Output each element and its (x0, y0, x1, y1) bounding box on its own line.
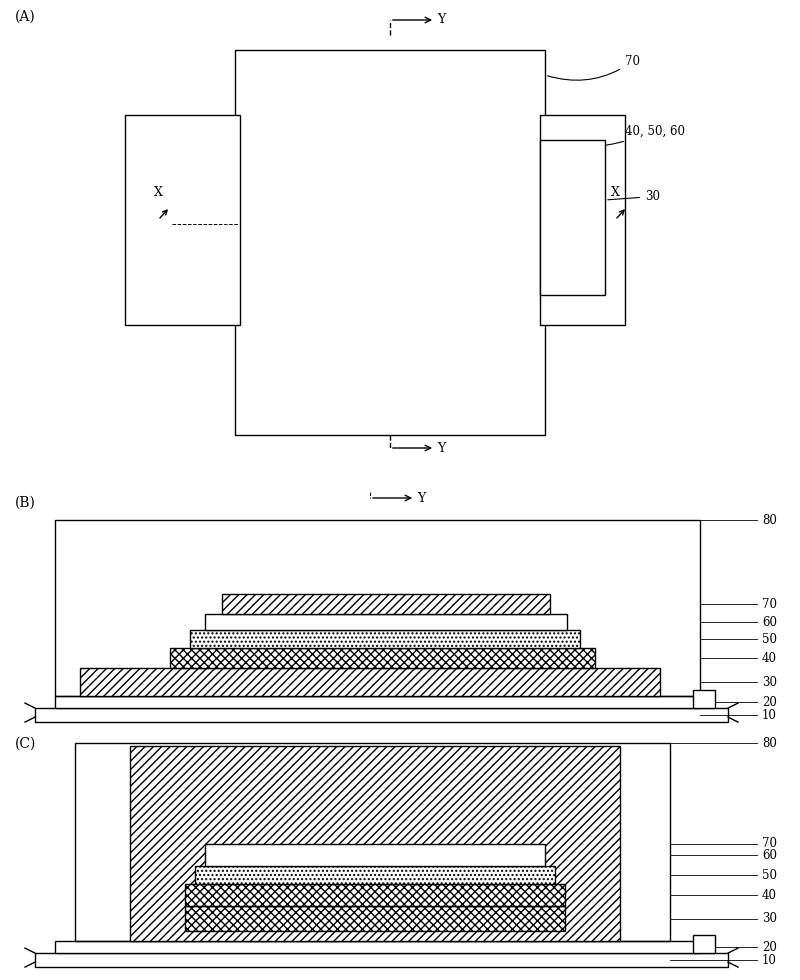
Text: 70: 70 (762, 598, 777, 611)
Text: Y: Y (437, 442, 446, 455)
Text: 80: 80 (762, 737, 777, 750)
Text: 30: 30 (608, 190, 660, 203)
Text: 40, 50, 60: 40, 50, 60 (548, 125, 685, 150)
Text: 10: 10 (762, 709, 777, 721)
Bar (185, 884, 565, 906)
Bar (80, 668, 660, 696)
Bar (540, 140, 605, 295)
Bar (125, 115, 240, 325)
Text: 40: 40 (762, 652, 777, 664)
Bar (195, 866, 555, 884)
Bar (130, 746, 620, 941)
Text: 40: 40 (762, 889, 777, 902)
Bar (693, 690, 715, 709)
Bar (222, 594, 550, 614)
Text: (B): (B) (15, 496, 36, 510)
Text: 50: 50 (762, 632, 777, 646)
Bar (35, 954, 728, 967)
Bar (185, 906, 565, 931)
Text: 30: 30 (762, 675, 777, 689)
Text: 70: 70 (548, 55, 640, 80)
Text: 10: 10 (762, 954, 777, 966)
Text: 80: 80 (762, 514, 777, 526)
Text: Y: Y (417, 492, 426, 505)
Text: Y: Y (437, 14, 446, 26)
Text: (A): (A) (15, 10, 36, 24)
Bar (235, 50, 545, 435)
Bar (693, 935, 715, 954)
Bar (190, 630, 580, 648)
Text: X: X (610, 185, 619, 199)
Text: 50: 50 (762, 868, 777, 882)
Bar (35, 709, 728, 722)
Bar (205, 614, 567, 630)
Text: 60: 60 (762, 849, 777, 861)
Bar (55, 520, 700, 696)
Text: 20: 20 (762, 941, 777, 954)
Bar (55, 696, 700, 709)
Text: X: X (154, 185, 162, 199)
Text: 70: 70 (762, 837, 777, 850)
Bar (55, 941, 700, 954)
Bar (75, 743, 670, 941)
Bar (540, 115, 625, 325)
Text: 20: 20 (762, 696, 777, 709)
Bar (205, 844, 545, 866)
Text: (C): (C) (15, 737, 36, 751)
Text: 30: 30 (762, 912, 777, 925)
Text: 60: 60 (762, 615, 777, 628)
Bar (170, 648, 595, 668)
